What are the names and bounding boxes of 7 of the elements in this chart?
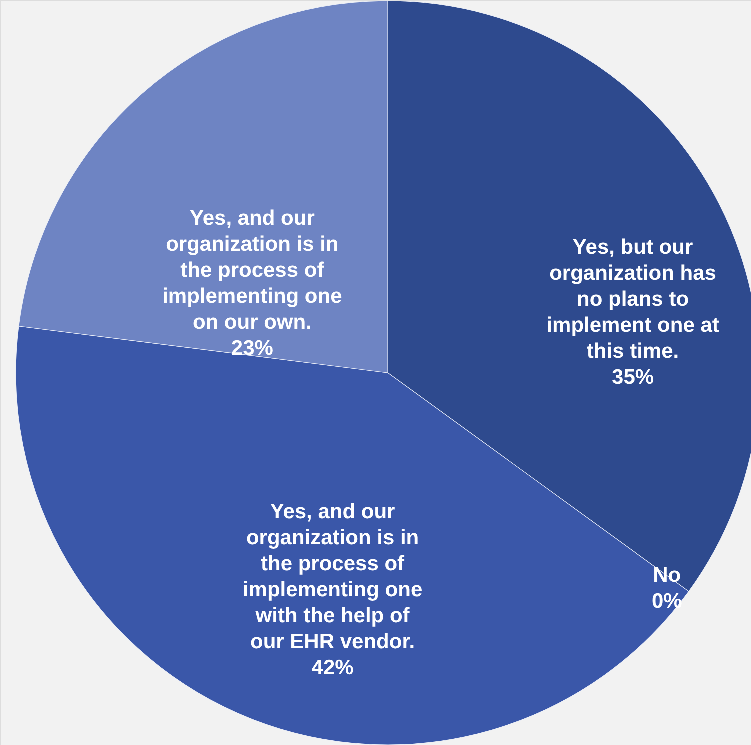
data-label: 42% [312, 656, 354, 680]
slice-label: Yes, and our organization is in the process of implementing one on our own. [162, 207, 342, 334]
data-label: 23% [231, 337, 274, 360]
data-label: 35% [612, 366, 654, 390]
slice-label: Yes, and our organization is in the process of implementing one with the help of our EHR vendor. [242, 500, 423, 654]
slice-label: Yes, but our organization has no plans to implement one at this time. [546, 236, 720, 364]
text: 0% [652, 590, 682, 613]
